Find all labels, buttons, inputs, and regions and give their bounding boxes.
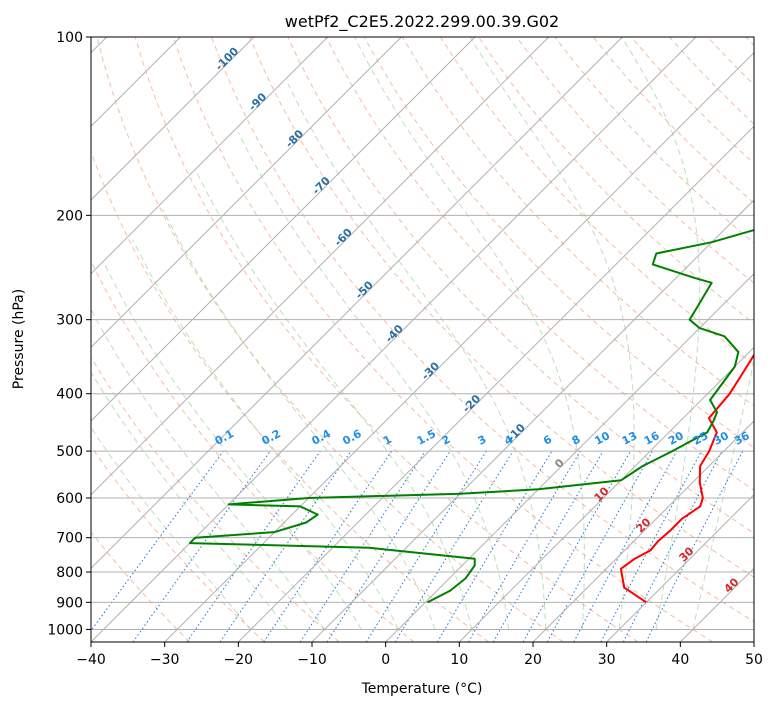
mixing-ratio-line: [132, 450, 271, 642]
dry-adiabat-line: [91, 150, 489, 642]
dewpoint-profile-line: [188, 228, 754, 604]
y-tick-label: 300: [56, 313, 83, 329]
x-tick-label: 20: [524, 652, 542, 668]
x-tick-label: 0: [381, 652, 390, 668]
mixing-ratio-line: [263, 450, 393, 642]
mixing-ratio-line: [546, 450, 654, 642]
x-tick-label: −10: [297, 652, 327, 668]
isotherm-line: [237, 125, 754, 642]
x-tick-label: 50: [745, 652, 763, 668]
y-axis-label: Pressure (hPa): [11, 289, 27, 389]
y-tick-label: 100: [56, 30, 83, 46]
plot-frame: [90, 36, 755, 643]
y-tick-label: 400: [56, 387, 83, 403]
x-axis-ticks: −40 −30 −20 −10 0 10 20 30 40 50: [76, 642, 763, 668]
isotherm-line: [91, 37, 402, 349]
mixing-ratio-line: [573, 450, 678, 642]
dry-adiabat-line: [96, 37, 564, 642]
dry-adiabat-line: [134, 37, 639, 642]
dry-adiabat-line: [91, 445, 265, 642]
profiles: [188, 228, 754, 604]
plot-area: 0.1 0.2 0.4 0.6 1 1.5 2 3 4 6 8 10 13 16 20 25 30 36-100-…: [91, 37, 754, 642]
isotherm-line: [458, 346, 754, 642]
mixing-ratio-label: 20: [666, 429, 686, 448]
mixing-ratio-label: 30: [711, 429, 731, 448]
dry-adiabat-line: [401, 37, 754, 407]
moist-adiabat-line: [196, 173, 473, 630]
mixing-ratio-label: 36: [732, 429, 752, 448]
moist-adiabat-line: [91, 426, 252, 630]
moist-adiabat-line: [354, 37, 585, 630]
x-tick-label: −30: [150, 652, 180, 668]
mixing-ratio-line: [326, 450, 451, 642]
x-tick-label: 40: [671, 652, 689, 668]
moist-adiabat-line: [287, 83, 547, 630]
x-tick-label: −20: [224, 652, 254, 668]
x-axis-label: Temperature (°C): [361, 681, 483, 697]
mixing-ratio-lines: [91, 450, 744, 642]
dry-adiabat-line: [516, 37, 754, 284]
chart-title: wetPf2_C2E5.2022.299.00.39.G02: [285, 12, 559, 32]
isotherm-line: [91, 37, 550, 496]
y-tick-label: 800: [56, 565, 83, 581]
y-tick-label: 200: [56, 208, 83, 224]
moist-adiabat-line: [91, 371, 289, 630]
isotherm-line: [164, 51, 754, 642]
moist-adiabat-line: [692, 358, 754, 630]
isotherm-line: [91, 37, 329, 275]
dry-adiabat-line: [439, 37, 754, 366]
mixing-ratio-label: 10: [592, 429, 612, 448]
mixing-ratio-label: 16: [642, 429, 662, 448]
dry-adiabat-line: [172, 37, 713, 642]
x-tick-label: −40: [76, 652, 106, 668]
isotherm-line: [385, 272, 754, 642]
mixing-ratio-label: 13: [620, 429, 640, 448]
isotherm-line: [532, 420, 754, 642]
y-tick-label: 600: [56, 491, 83, 507]
moist-adiabat-line: [91, 308, 325, 630]
y-tick-label: 500: [56, 444, 83, 460]
y-axis-ticks: 100 200 300 400 500 600 700 800 900 1000: [47, 30, 91, 638]
mixing-ratio-line: [522, 450, 631, 642]
y-tick-label: 1000: [47, 622, 83, 638]
isotherm-line: [91, 37, 255, 201]
mixing-ratio-line: [219, 450, 352, 642]
isotherm-line: [91, 37, 623, 570]
moist-adiabat-line: [621, 37, 701, 630]
isotherm-line: [311, 199, 754, 642]
moist-adiabat-line: [238, 132, 510, 630]
dry-adiabat-line: [91, 531, 191, 642]
mixing-ratio-line: [645, 450, 744, 642]
mixing-ratio-line: [91, 450, 224, 632]
dry-adiabat-line: [91, 356, 340, 642]
mixing-ratio-line: [186, 450, 321, 642]
isotherm-line: [91, 37, 476, 422]
y-tick-label: 900: [56, 595, 83, 611]
dry-adiabat-line: [249, 37, 754, 578]
x-tick-label: 30: [598, 652, 616, 668]
line-labels: 0.1 0.2 0.4 0.6 1 1.5 2 3 4 6 8 10 13 16 20 25 30 36-100-…: [213, 44, 752, 595]
mixing-ratio-line: [394, 450, 514, 642]
temperature-profile-line: [619, 353, 754, 604]
x-tick-label: 10: [450, 652, 468, 668]
isotherm-line: [606, 493, 754, 642]
mixing-ratio-line: [299, 450, 426, 642]
mixing-ratio-label: 25: [691, 429, 711, 448]
y-tick-label: 700: [56, 531, 83, 547]
